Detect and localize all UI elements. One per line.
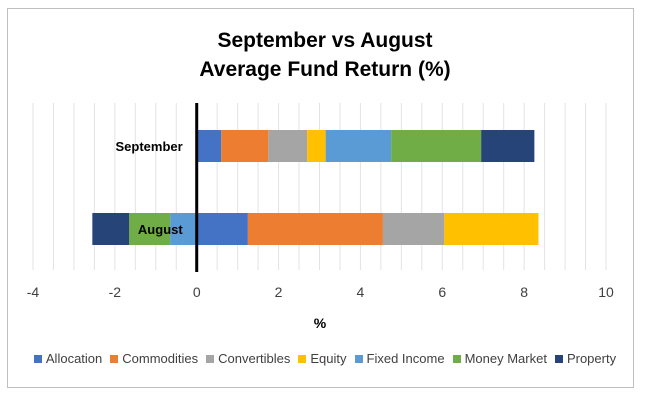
chart-title-line-2: Average Fund Return (%) [199, 58, 451, 81]
legend-item: Money Market [452, 351, 547, 366]
legend-label: Convertibles [218, 351, 291, 366]
legend-swatch [354, 354, 363, 363]
bar-september-allocation [196, 130, 222, 162]
bar-august-money-market [129, 213, 171, 245]
tick-labels: -4 -2 0 2 4 6 8 10 [27, 284, 614, 300]
bar-september-commodities [221, 130, 269, 162]
bar-september-equity [307, 130, 326, 162]
legend-label: Money Market [464, 351, 547, 366]
x-tick-label: -4 [27, 284, 40, 300]
bar-august-allocation [196, 213, 248, 245]
legend-label: Commodities [122, 351, 199, 366]
bar-september-convertibles [268, 130, 308, 162]
x-tick-label: 2 [275, 284, 283, 300]
legend-swatch [110, 354, 119, 363]
legend-item: Fixed Income [354, 351, 445, 366]
bar-september-money-market [391, 130, 482, 162]
category-labels: September August [116, 139, 184, 237]
bar-september-fixed-income [325, 130, 392, 162]
bar-august-commodities [247, 213, 383, 245]
x-axis-label: % [314, 315, 327, 331]
legend-swatch [452, 354, 461, 363]
bar-august-fixed-income [170, 213, 197, 245]
category-label: September [116, 139, 183, 154]
legend-swatch [206, 354, 215, 363]
legend-label: Property [566, 351, 617, 366]
chart-title: September vs August Average Fund Return … [0, 26, 650, 84]
legend-label: Allocation [45, 351, 103, 366]
legend-swatch [554, 354, 563, 363]
chart-frame [7, 8, 634, 388]
x-tick-label: -2 [109, 284, 122, 300]
x-tick-label: 8 [520, 284, 528, 300]
legend-item: Allocation [33, 351, 103, 366]
bar-august-convertibles [382, 213, 445, 245]
x-tick-label: 4 [357, 284, 365, 300]
legend-label: Equity [310, 351, 347, 366]
legend-swatch [298, 354, 307, 363]
bar-september-property [481, 130, 535, 162]
legend: Allocation Commodities Convertibles Equity F… [0, 351, 650, 366]
bars [92, 130, 539, 245]
legend-item: Convertibles [206, 351, 290, 366]
legend-item: Property [554, 351, 617, 366]
x-tick-label: 0 [193, 284, 201, 300]
bar-august-equity [444, 213, 539, 245]
legend-label: Fixed Income [366, 351, 445, 366]
legend-item: Equity [298, 351, 347, 366]
legend-swatch [33, 354, 42, 363]
legend-item: Commodities [110, 351, 198, 366]
x-tick-label: 6 [438, 284, 446, 300]
chart-title-line-1: September vs August [217, 29, 433, 52]
bar-august-property [92, 213, 130, 245]
category-label: August [138, 222, 183, 237]
x-tick-label: 10 [598, 284, 614, 300]
